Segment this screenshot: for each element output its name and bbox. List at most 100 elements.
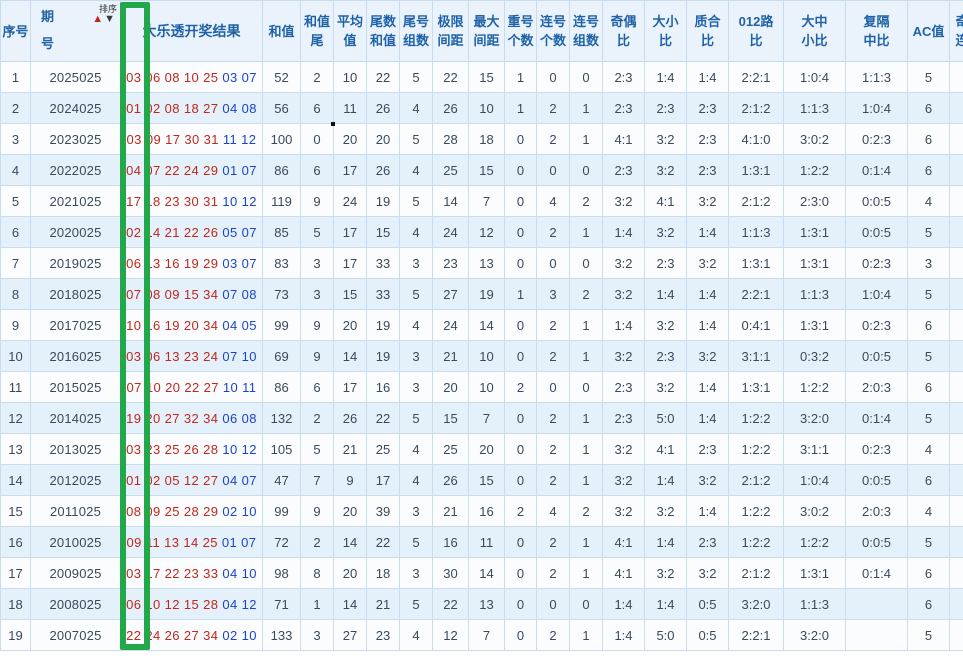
cell-odd-run: 0 xyxy=(949,371,963,403)
cell-fgz xyxy=(845,588,908,620)
cell-issue[interactable]: 2011025 xyxy=(30,495,121,527)
header-cell-big-mid-small[interactable]: 大中 小比 xyxy=(783,0,846,62)
header-label-bms-l2: 小比 xyxy=(801,33,828,48)
sort-descending-icon[interactable]: ▼ xyxy=(104,13,116,25)
header-label-sumtail-l1: 和值 xyxy=(303,14,330,29)
cell-draw-result: 19 20 27 32 34 06 08 xyxy=(120,402,263,434)
header-cell-sum-tail[interactable]: 和值 尾 xyxy=(300,0,334,62)
header-label-tailsum-l2: 和值 xyxy=(369,33,396,48)
header-cell-tail-groups[interactable]: 尾号 组数 xyxy=(399,0,433,62)
cell-tail-sum: 21 xyxy=(366,588,400,620)
cell-prime-comp: 1:4 xyxy=(686,278,729,310)
header-label-issue-l2: 号 xyxy=(41,36,55,51)
header-cell-limit-gap[interactable]: 极限 间距 xyxy=(432,0,469,62)
cell-sum: 72 xyxy=(262,526,301,558)
cell-prime-comp: 2:3 xyxy=(686,92,729,124)
cell-issue[interactable]: 2016025 xyxy=(30,340,121,372)
header-cell-repeat-count[interactable]: 重号 个数 xyxy=(504,0,537,62)
header-cell-big-small[interactable]: 大小 比 xyxy=(644,0,687,62)
header-cell-consec-count[interactable]: 连号 个数 xyxy=(536,0,570,62)
front-number: 34 xyxy=(203,410,219,426)
cell-sum: 69 xyxy=(262,340,301,372)
front-number: 01 xyxy=(126,100,142,116)
cell-prime-comp: 2:3 xyxy=(686,526,729,558)
header-cell-max-gap[interactable]: 最大 间距 xyxy=(468,0,505,62)
cell-issue[interactable]: 2007025 xyxy=(30,619,121,651)
cell-avg: 17 xyxy=(333,154,367,186)
cell-max-gap: 20 xyxy=(468,433,505,465)
cell-issue[interactable]: 2019025 xyxy=(30,247,121,279)
sort-arrows[interactable]: ▲▼ xyxy=(92,13,116,25)
cell-issue[interactable]: 2017025 xyxy=(30,309,121,341)
cell-ac: 6 xyxy=(907,154,950,186)
cell-consec-grp: 2 xyxy=(569,185,603,217)
header-cell-odd-run[interactable]: 奇号 连续 xyxy=(949,0,963,62)
cell-issue[interactable]: 2023025 xyxy=(30,123,121,155)
cell-seq: 7 xyxy=(0,247,31,279)
header-cell-road012[interactable]: 012路 比 xyxy=(728,0,784,62)
header-cell-issue[interactable]: 期 号 排序 ▲▼ xyxy=(30,0,121,62)
cell-seq: 11 xyxy=(0,371,31,403)
header-cell-ac[interactable]: AC值 xyxy=(907,0,950,62)
cell-prime-comp: 2:3 xyxy=(686,154,729,186)
cell-tail-groups: 5 xyxy=(399,123,433,155)
cell-limit-gap: 30 xyxy=(432,557,469,589)
cell-ac: 6 xyxy=(907,371,950,403)
cell-max-gap: 10 xyxy=(468,340,505,372)
cell-consec-cnt: 2 xyxy=(536,92,570,124)
header-label-oddeven-l2: 比 xyxy=(616,33,630,48)
front-number: 25 xyxy=(203,69,219,85)
header-label-road012-l1: 012路 xyxy=(738,14,774,29)
cell-avg: 20 xyxy=(333,309,367,341)
front-number: 18 xyxy=(145,193,161,209)
cell-seq: 1 xyxy=(0,61,31,93)
back-number: 02 xyxy=(222,627,238,643)
cell-fgz: 0:0:5 xyxy=(845,464,908,496)
cell-tail-groups: 5 xyxy=(399,588,433,620)
cell-issue[interactable]: 2012025 xyxy=(30,464,121,496)
header-cell-avg[interactable]: 平均 值 xyxy=(333,0,367,62)
header-label-road012-l2: 比 xyxy=(749,33,763,48)
cell-big-small: 3:2 xyxy=(644,495,687,527)
cell-issue[interactable]: 2021025 xyxy=(30,185,121,217)
cell-sum: 71 xyxy=(262,588,301,620)
cell-issue[interactable]: 2015025 xyxy=(30,371,121,403)
sort-ascending-icon[interactable]: ▲ xyxy=(92,13,105,25)
header-cell-consec-groups[interactable]: 连号 组数 xyxy=(569,0,603,62)
cell-issue[interactable]: 2009025 xyxy=(30,557,121,589)
cell-seq: 9 xyxy=(0,309,31,341)
cell-issue[interactable]: 2018025 xyxy=(30,278,121,310)
cell-tail-groups: 3 xyxy=(399,371,433,403)
cell-issue[interactable]: 2014025 xyxy=(30,402,121,434)
cell-issue[interactable]: 2022025 xyxy=(30,154,121,186)
cell-issue[interactable]: 2010025 xyxy=(30,526,121,558)
cell-issue[interactable]: 2024025 xyxy=(30,92,121,124)
header-cell-sum[interactable]: 和值 xyxy=(262,0,301,62)
front-number: 20 xyxy=(183,317,200,333)
header-label-repeat-l1: 重号 xyxy=(507,14,534,29)
cell-issue[interactable]: 2008025 xyxy=(30,588,121,620)
cell-tail-sum: 22 xyxy=(366,61,400,93)
header-cell-fgz[interactable]: 复隔 中比 xyxy=(845,0,908,62)
cell-tail-sum: 33 xyxy=(366,247,400,279)
cell-issue[interactable]: 2025025 xyxy=(30,61,121,93)
front-number: 34 xyxy=(203,317,219,333)
cell-bms: 3:1:1 xyxy=(783,433,846,465)
cell-odd-run: 1 xyxy=(949,433,963,465)
cell-ac: 3 xyxy=(907,247,950,279)
header-cell-odd-even[interactable]: 奇偶 比 xyxy=(602,0,645,62)
cell-max-gap: 15 xyxy=(468,154,505,186)
cell-ac: 5 xyxy=(907,216,950,248)
cell-avg: 17 xyxy=(333,247,367,279)
cell-consec-grp: 1 xyxy=(569,619,603,651)
cell-tail-sum: 19 xyxy=(366,185,400,217)
cell-issue[interactable]: 2020025 xyxy=(30,216,121,248)
header-cell-result[interactable]: 大乐透开奖结果 xyxy=(120,0,263,62)
cell-fgz: 0:2:3 xyxy=(845,433,908,465)
cell-issue[interactable]: 2013025 xyxy=(30,433,121,465)
header-cell-tail-sum[interactable]: 尾数 和值 xyxy=(366,0,400,62)
header-cell-seq[interactable]: 序号 xyxy=(0,0,31,62)
header-label-limitgap-l2: 间距 xyxy=(437,33,464,48)
header-cell-prime-comp[interactable]: 质合 比 xyxy=(686,0,729,62)
front-number: 25 xyxy=(164,503,180,519)
